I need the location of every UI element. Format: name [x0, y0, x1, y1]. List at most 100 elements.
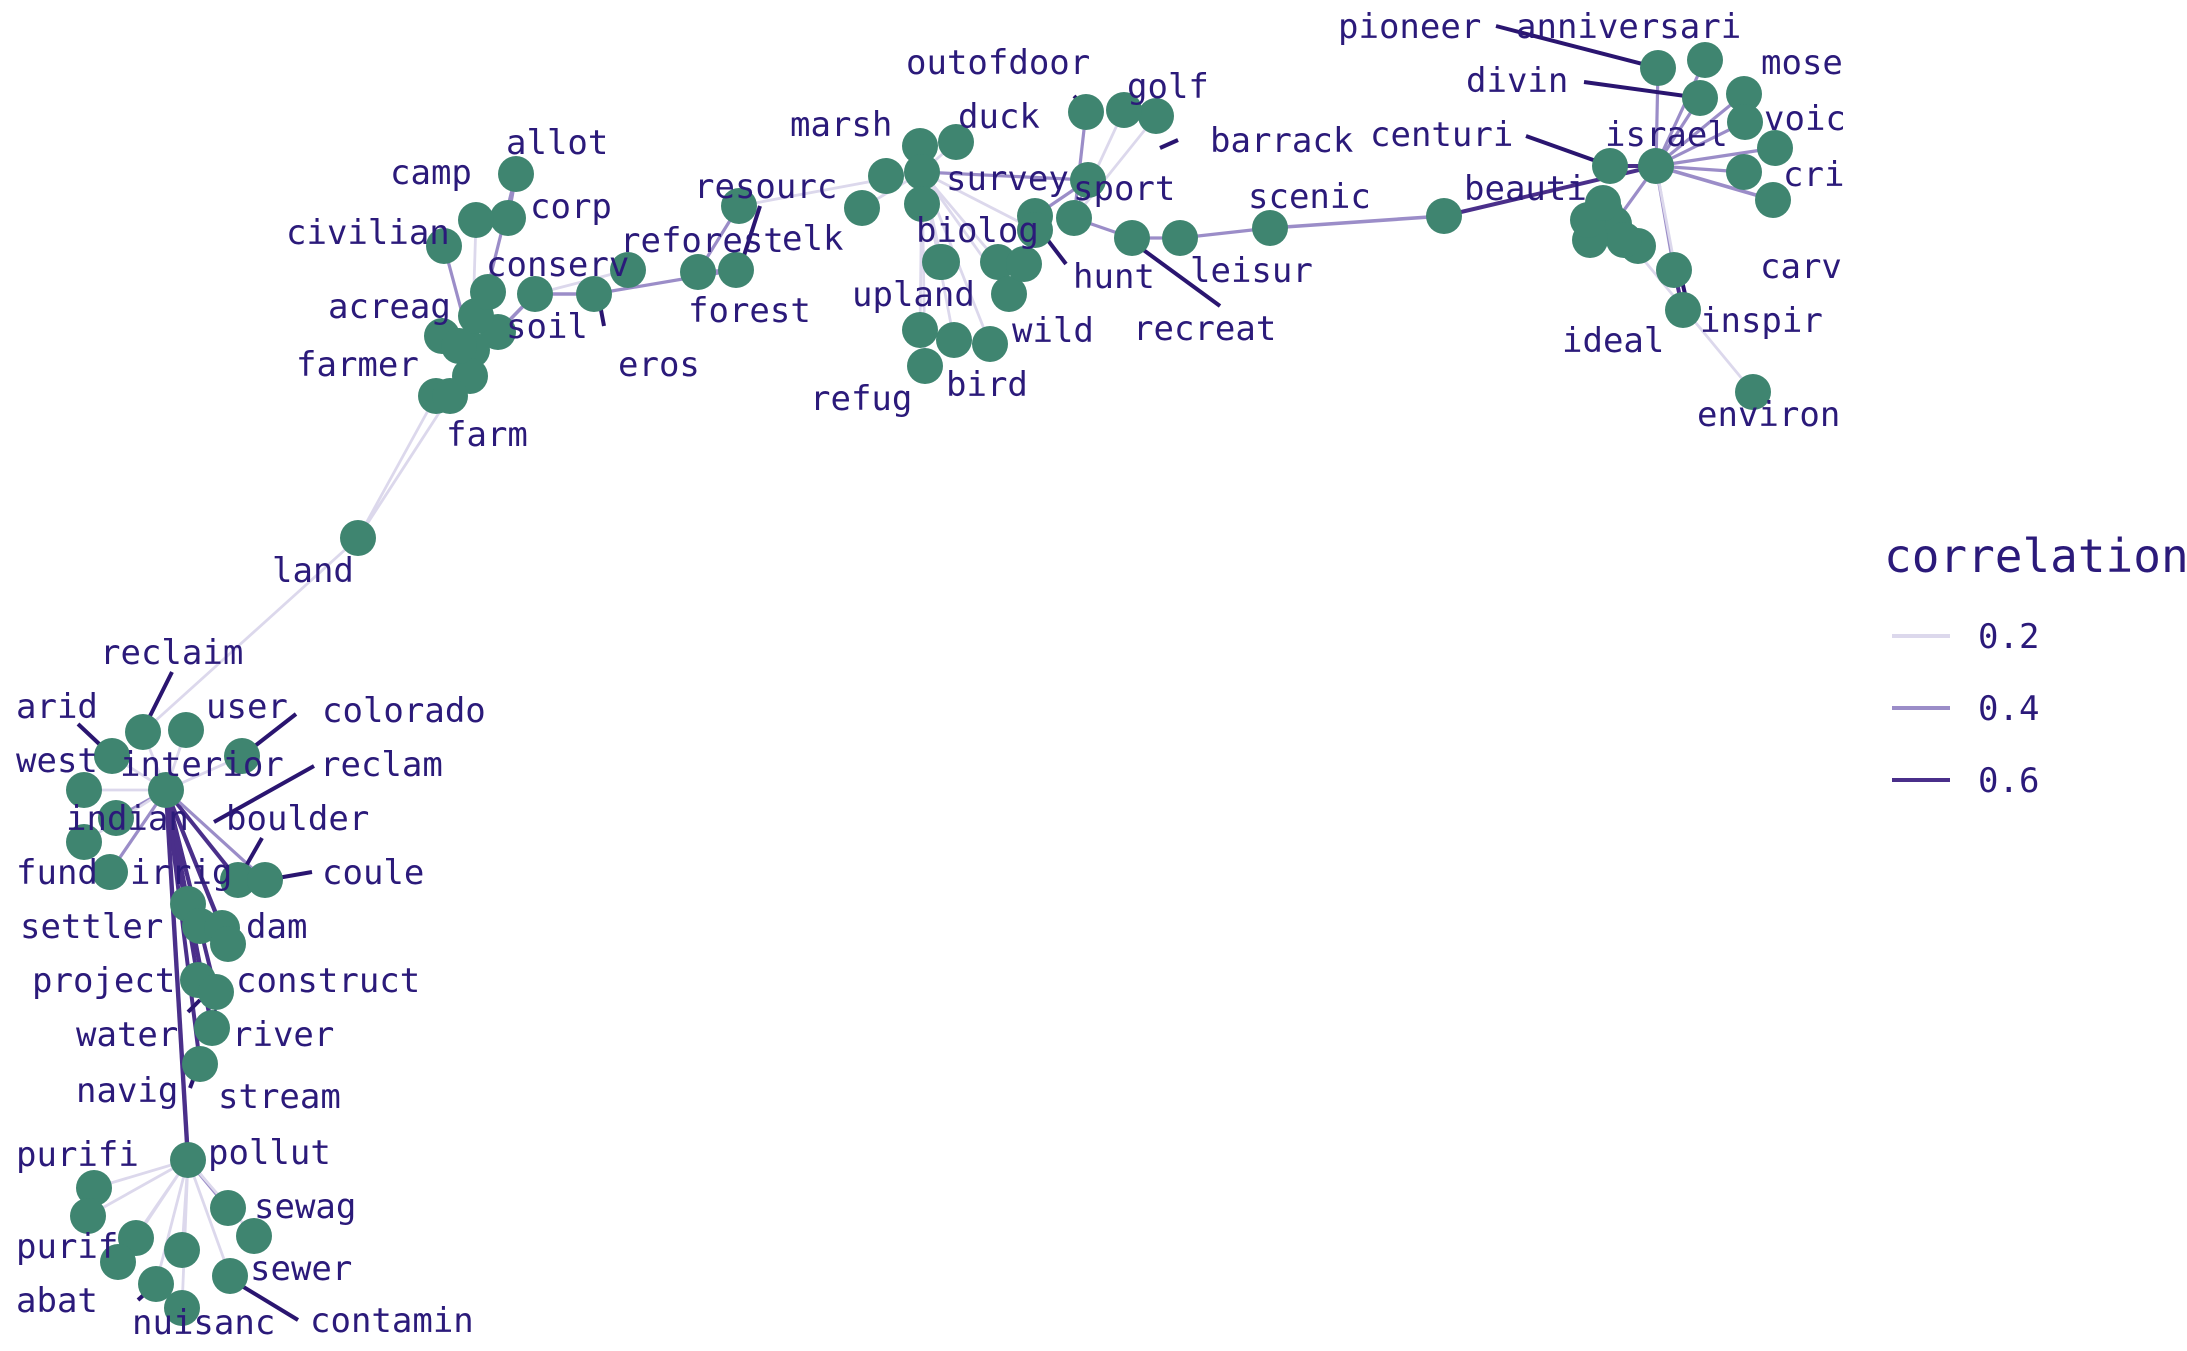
word-node: [432, 378, 468, 414]
node-label: mose: [1761, 43, 1843, 83]
word-node: [1106, 92, 1142, 128]
node-label: water: [76, 1015, 178, 1055]
label-leader-line: [186, 998, 202, 1014]
node-label: ideal: [1562, 321, 1664, 361]
node-label: barrack: [1210, 121, 1353, 161]
node-label: fund: [16, 853, 98, 893]
word-node: [1114, 220, 1150, 256]
node-label: recreat: [1133, 309, 1276, 349]
node-label: anniversari: [1516, 7, 1741, 47]
node-label: acreag: [328, 287, 451, 327]
word-node: [1006, 246, 1042, 282]
word-node: [1757, 130, 1793, 166]
word-node: [164, 1290, 200, 1326]
correlation-edge: [1654, 59, 1707, 167]
node-label: construct: [236, 961, 420, 1001]
node-label: irrig: [130, 853, 232, 893]
word-node: [1726, 154, 1762, 190]
node-label: centuri: [1370, 115, 1513, 155]
word-node: [498, 156, 534, 192]
node-label: reforest: [620, 221, 784, 261]
correlation-edge: [1269, 214, 1445, 230]
word-node: [680, 254, 716, 290]
node-label: civilian: [286, 213, 450, 253]
label-leader-line: [1495, 24, 1659, 70]
node-label: environ: [1697, 395, 1840, 435]
word-node: [1682, 80, 1718, 116]
word-node: [1755, 182, 1791, 218]
node-label: outofdoor: [906, 43, 1090, 83]
word-node: [721, 188, 757, 224]
word-node: [340, 520, 376, 556]
word-node: [210, 926, 246, 962]
legend-title: correlation: [1884, 529, 2187, 583]
word-node: [220, 862, 256, 898]
correlation-legend: correlation 0.2 0.4 0.6: [1884, 529, 2187, 801]
word-node: [1252, 210, 1288, 246]
node-label: survey: [946, 159, 1069, 199]
node-label: allot: [506, 123, 608, 163]
node-label: indian: [66, 799, 189, 839]
node-label: farm: [446, 415, 528, 455]
correlation-edge: [921, 170, 1089, 182]
word-node: [1592, 148, 1628, 184]
node-labels-layer: pioneer anniversari mose divin voic cent…: [16, 7, 1846, 1343]
correlation-edge: [1072, 115, 1158, 219]
node-label: farmer: [296, 345, 419, 385]
node-label: contamin: [310, 1301, 474, 1341]
node-label: voic: [1764, 99, 1846, 139]
word-node: [718, 252, 754, 288]
word-node: [936, 322, 972, 358]
node-label: soil: [506, 307, 588, 347]
legend-label-0-2: 0.2: [1978, 617, 2039, 657]
word-node: [1656, 252, 1692, 288]
node-label: upland: [852, 275, 975, 315]
legend-label-0-4: 0.4: [1978, 689, 2039, 729]
node-label: interior: [120, 745, 284, 785]
node-label: west: [16, 741, 98, 781]
word-node: [138, 1266, 174, 1302]
node-label: cri: [1783, 155, 1844, 195]
word-node: [66, 824, 102, 860]
node-label: stream: [218, 1077, 341, 1117]
word-node: [210, 1190, 246, 1226]
word-node: [92, 854, 128, 890]
correlation-edge: [87, 1158, 189, 1218]
word-node: [212, 1258, 248, 1294]
node-label: sewer: [250, 1249, 352, 1289]
word-node: [980, 244, 1016, 280]
node-label: purif: [16, 1227, 118, 1267]
node-label: river: [232, 1015, 334, 1055]
word-node: [458, 202, 494, 238]
node-label: beauti: [1464, 169, 1587, 209]
word-node: [1640, 50, 1676, 86]
word-node: [1726, 76, 1762, 112]
node-label: divin: [1466, 61, 1568, 101]
node-label: refug: [810, 379, 912, 419]
node-label: scenic: [1248, 177, 1371, 217]
node-label: user: [206, 687, 288, 727]
correlation-edge: [154, 1159, 190, 1285]
correlation-edge: [1072, 109, 1126, 219]
node-label: project: [32, 961, 175, 1001]
word-node: [902, 128, 938, 164]
word-node: [426, 228, 462, 264]
correlation-edge: [163, 789, 191, 1161]
nodes-layer: [66, 42, 1793, 1326]
node-label: reclaim: [100, 633, 243, 673]
node-label: purifi: [16, 1135, 139, 1175]
word-node: [938, 124, 974, 160]
word-node: [904, 186, 940, 222]
node-label: corp: [530, 187, 612, 227]
correlation-edge: [356, 395, 438, 539]
node-label: wild: [1012, 311, 1094, 351]
word-node: [1017, 212, 1053, 248]
node-label: pollut: [208, 1133, 331, 1173]
word-node: [182, 1046, 218, 1082]
word-node: [1687, 42, 1723, 78]
word-node: [98, 800, 134, 836]
node-label: biolog: [916, 211, 1039, 251]
word-node: [441, 328, 477, 364]
word-node: [1070, 162, 1106, 198]
